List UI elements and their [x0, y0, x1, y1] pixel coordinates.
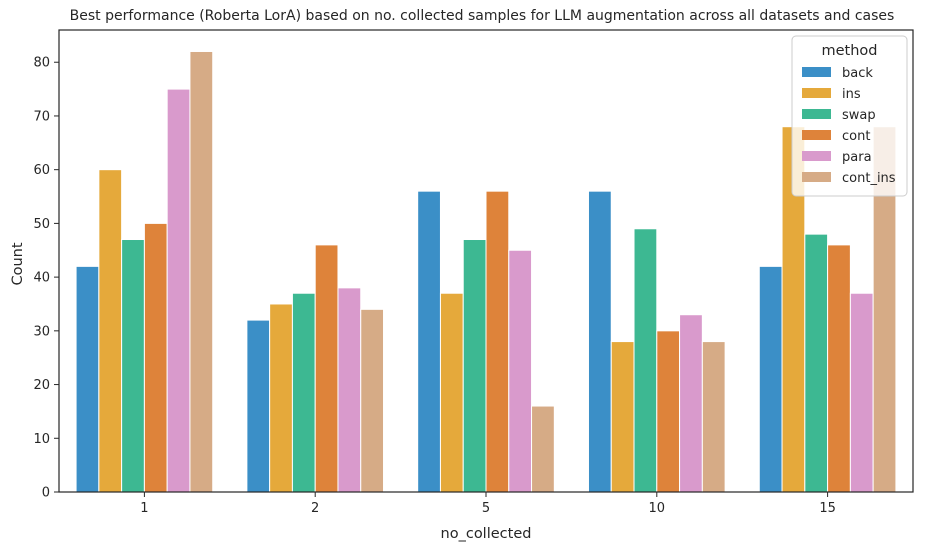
- y-axis: 0 10 20 30 40 50 60 70 80: [33, 56, 59, 501]
- bar-swap-5: [462, 239, 487, 493]
- legend-title: method: [822, 43, 878, 59]
- bar-ins-5: [439, 292, 464, 493]
- bar-cont_ins-10: [701, 341, 726, 493]
- y-axis-label: Count: [10, 242, 26, 285]
- x-tick-label: 5: [482, 501, 490, 516]
- y-tick-label: 20: [33, 378, 50, 393]
- bar-ins-2: [269, 303, 293, 493]
- legend-label-cont_ins: cont_ins: [842, 171, 896, 186]
- legend-label-back: back: [842, 66, 873, 81]
- bar-cont-5: [485, 190, 510, 493]
- bar-swap-1: [121, 239, 145, 493]
- legend-label-swap: swap: [842, 108, 876, 123]
- x-tick-label: 15: [819, 501, 836, 516]
- legend-swatch-back: [802, 67, 831, 77]
- legend-swatch-cont: [802, 130, 831, 140]
- y-tick-label: 50: [33, 217, 50, 232]
- bar-back-15: [758, 265, 783, 493]
- bar-back-5: [417, 190, 441, 493]
- x-tick-label: 1: [140, 501, 148, 516]
- bar-cont_ins-1: [189, 50, 214, 493]
- bar-back-2: [246, 319, 271, 493]
- bar-swap-2: [291, 292, 316, 493]
- y-tick-label: 80: [33, 56, 50, 71]
- legend-swatch-para: [802, 151, 831, 161]
- legend-swatch-cont_ins: [802, 172, 831, 182]
- x-tick-label: 10: [649, 501, 666, 516]
- bar-para-1: [166, 88, 191, 493]
- bar-para-15: [849, 292, 874, 493]
- bar-swap-15: [804, 233, 829, 493]
- y-tick-label: 40: [33, 271, 50, 286]
- bar-cont-10: [656, 330, 681, 493]
- bar-para-2: [337, 287, 362, 493]
- x-tick-label: 2: [311, 501, 319, 516]
- bar-cont-1: [143, 222, 168, 493]
- y-tick-label: 60: [33, 163, 50, 178]
- bar-cont_ins-2: [360, 308, 385, 493]
- y-tick-label: 30: [33, 324, 50, 339]
- y-tick-label: 10: [33, 432, 50, 447]
- bars-layer: [75, 50, 897, 493]
- bar-swap-10: [633, 228, 658, 493]
- y-tick-label: 70: [33, 109, 50, 124]
- bar-back-1: [75, 265, 100, 493]
- x-axis: 1 2 5 10 15: [140, 492, 836, 516]
- bar-back-10: [587, 190, 612, 493]
- bar-cont-15: [827, 244, 851, 493]
- legend: method back ins swap cont para cont_ins: [791, 35, 908, 197]
- bar-cont-2: [314, 244, 339, 493]
- bar-para-10: [679, 314, 703, 493]
- legend-label-ins: ins: [842, 87, 861, 102]
- bar-cont_ins-5: [531, 405, 555, 493]
- chart-title: Best performance (Roberta LorA) based on…: [70, 8, 895, 24]
- legend-swatch-ins: [802, 88, 831, 98]
- x-axis-label: no_collected: [441, 526, 532, 542]
- legend-swatch-swap: [802, 109, 831, 119]
- bar-ins-10: [610, 341, 635, 493]
- bar-ins-1: [98, 169, 123, 493]
- legend-label-cont: cont: [842, 129, 870, 144]
- bar-para-5: [508, 249, 533, 493]
- legend-label-para: para: [842, 150, 872, 165]
- y-tick-label: 0: [42, 486, 50, 501]
